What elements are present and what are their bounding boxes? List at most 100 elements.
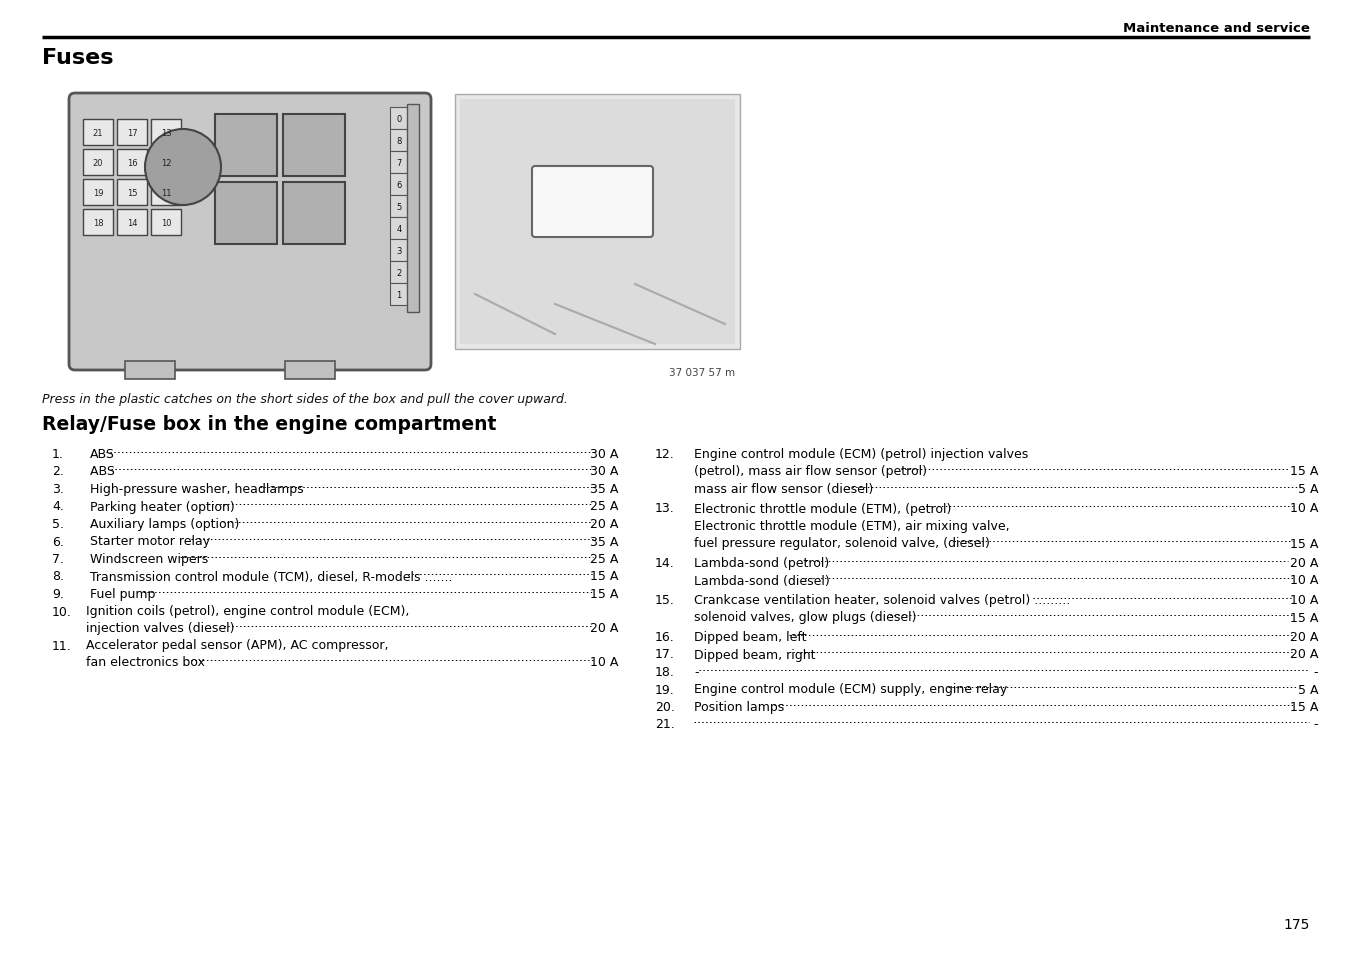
Text: Ignition coils (petrol), engine control module (ECM),: Ignition coils (petrol), engine control … xyxy=(87,605,410,618)
Text: Auxiliary lamps (option): Auxiliary lamps (option) xyxy=(91,517,243,531)
Text: 25 A: 25 A xyxy=(589,553,618,565)
Text: Press in the plastic catches on the short sides of the box and pull the cover up: Press in the plastic catches on the shor… xyxy=(42,393,568,406)
Text: -: - xyxy=(694,665,699,679)
Bar xyxy=(151,180,181,206)
Text: 13: 13 xyxy=(161,129,172,137)
Text: 18.: 18. xyxy=(654,665,675,679)
Text: Accelerator pedal sensor (APM), AC compressor,: Accelerator pedal sensor (APM), AC compr… xyxy=(87,639,388,652)
Text: High-pressure washer, headlamps: High-pressure washer, headlamps xyxy=(91,482,308,496)
Bar xyxy=(82,120,114,146)
Bar xyxy=(118,180,147,206)
Text: fuel pressure regulator, solenoid valve, (diesel): fuel pressure regulator, solenoid valve,… xyxy=(694,537,990,550)
Text: -: - xyxy=(1314,665,1318,679)
Text: 20: 20 xyxy=(93,158,103,168)
FancyBboxPatch shape xyxy=(69,94,431,371)
Text: Lambda-sond (petrol): Lambda-sond (petrol) xyxy=(694,557,833,569)
Text: 10 A: 10 A xyxy=(1290,594,1318,606)
Text: 15 A: 15 A xyxy=(1286,465,1318,478)
Text: 6.: 6. xyxy=(51,535,64,548)
Bar xyxy=(389,130,408,152)
Text: -: - xyxy=(1314,718,1318,731)
Bar xyxy=(215,115,277,177)
Bar xyxy=(389,195,408,218)
Text: 20 A: 20 A xyxy=(589,621,618,635)
Text: Electronic throttle module (ETM), air mixing valve,: Electronic throttle module (ETM), air mi… xyxy=(694,519,1010,533)
Bar xyxy=(82,210,114,235)
Text: 12.: 12. xyxy=(654,448,675,460)
Text: 20 A: 20 A xyxy=(1286,557,1318,569)
Bar xyxy=(389,152,408,173)
Text: 5: 5 xyxy=(396,202,402,212)
Text: 21.: 21. xyxy=(654,718,675,731)
Bar xyxy=(460,100,735,345)
Bar xyxy=(82,180,114,206)
Text: 8.: 8. xyxy=(51,570,64,583)
Text: 2: 2 xyxy=(396,268,402,277)
Bar xyxy=(82,150,114,175)
Bar xyxy=(407,105,419,313)
Text: 35 A: 35 A xyxy=(589,482,618,496)
Text: 5 A: 5 A xyxy=(1298,482,1318,496)
Text: 6: 6 xyxy=(396,180,402,190)
Text: 16.: 16. xyxy=(654,630,675,643)
Bar xyxy=(456,95,740,350)
Text: 15.: 15. xyxy=(654,594,675,606)
Text: mass air flow sensor (diesel): mass air flow sensor (diesel) xyxy=(694,482,873,496)
Text: 37 037 57 m: 37 037 57 m xyxy=(669,368,735,377)
Text: 30 A: 30 A xyxy=(589,465,618,478)
Bar xyxy=(389,262,408,284)
Bar xyxy=(215,183,277,245)
Text: 4: 4 xyxy=(396,224,402,233)
Text: 15: 15 xyxy=(127,189,138,197)
Text: 19: 19 xyxy=(93,189,103,197)
Text: Fuses: Fuses xyxy=(42,48,114,68)
Bar xyxy=(389,173,408,195)
Text: 17.: 17. xyxy=(654,648,675,660)
Bar xyxy=(151,150,181,175)
Bar xyxy=(389,240,408,262)
Text: ABS: ABS xyxy=(91,448,115,460)
Text: 175: 175 xyxy=(1283,917,1310,931)
Text: 10.: 10. xyxy=(51,605,72,618)
Text: 12: 12 xyxy=(161,158,172,168)
Text: 30 A: 30 A xyxy=(589,448,618,460)
Text: 14.: 14. xyxy=(654,557,675,569)
Text: 20.: 20. xyxy=(654,700,675,713)
Text: 2.: 2. xyxy=(51,465,64,478)
Bar xyxy=(151,120,181,146)
Bar xyxy=(285,361,335,379)
Text: 16: 16 xyxy=(127,158,138,168)
Text: 19.: 19. xyxy=(654,682,675,696)
Text: 15 A: 15 A xyxy=(589,570,618,583)
Text: 0: 0 xyxy=(396,114,402,123)
Text: Dipped beam, right: Dipped beam, right xyxy=(694,648,815,660)
Text: 1.: 1. xyxy=(51,448,64,460)
Bar xyxy=(389,218,408,240)
Circle shape xyxy=(145,130,220,206)
Bar xyxy=(283,115,345,177)
Bar xyxy=(389,284,408,306)
Text: 3.: 3. xyxy=(51,482,64,496)
Text: injection valves (diesel): injection valves (diesel) xyxy=(87,621,238,635)
Text: Lambda-sond (diesel): Lambda-sond (diesel) xyxy=(694,574,834,587)
Text: 5 A: 5 A xyxy=(1298,682,1318,696)
Text: (petrol), mass air flow sensor (petrol): (petrol), mass air flow sensor (petrol) xyxy=(694,465,927,478)
Text: Engine control module (ECM) (petrol) injection valves: Engine control module (ECM) (petrol) inj… xyxy=(694,448,1029,460)
Text: 10: 10 xyxy=(161,218,172,227)
Bar xyxy=(389,108,408,130)
Text: 10 A: 10 A xyxy=(589,656,618,668)
Text: 25 A: 25 A xyxy=(589,500,618,513)
Text: 1: 1 xyxy=(396,291,402,299)
Text: Position lamps: Position lamps xyxy=(694,700,788,713)
Text: Dipped beam, left: Dipped beam, left xyxy=(694,630,810,643)
Text: 20 A: 20 A xyxy=(1290,648,1318,660)
Text: 20 A: 20 A xyxy=(589,517,618,531)
Text: 15 A: 15 A xyxy=(1290,537,1318,550)
Bar xyxy=(118,210,147,235)
Text: Engine control module (ECM) supply, engine relay: Engine control module (ECM) supply, engi… xyxy=(694,682,1007,696)
Text: Parking heater (option): Parking heater (option) xyxy=(91,500,235,513)
Text: 11: 11 xyxy=(161,189,172,197)
Text: solenoid valves, glow plugs (diesel): solenoid valves, glow plugs (diesel) xyxy=(694,611,921,624)
Text: 18: 18 xyxy=(93,218,103,227)
Text: 14: 14 xyxy=(127,218,138,227)
